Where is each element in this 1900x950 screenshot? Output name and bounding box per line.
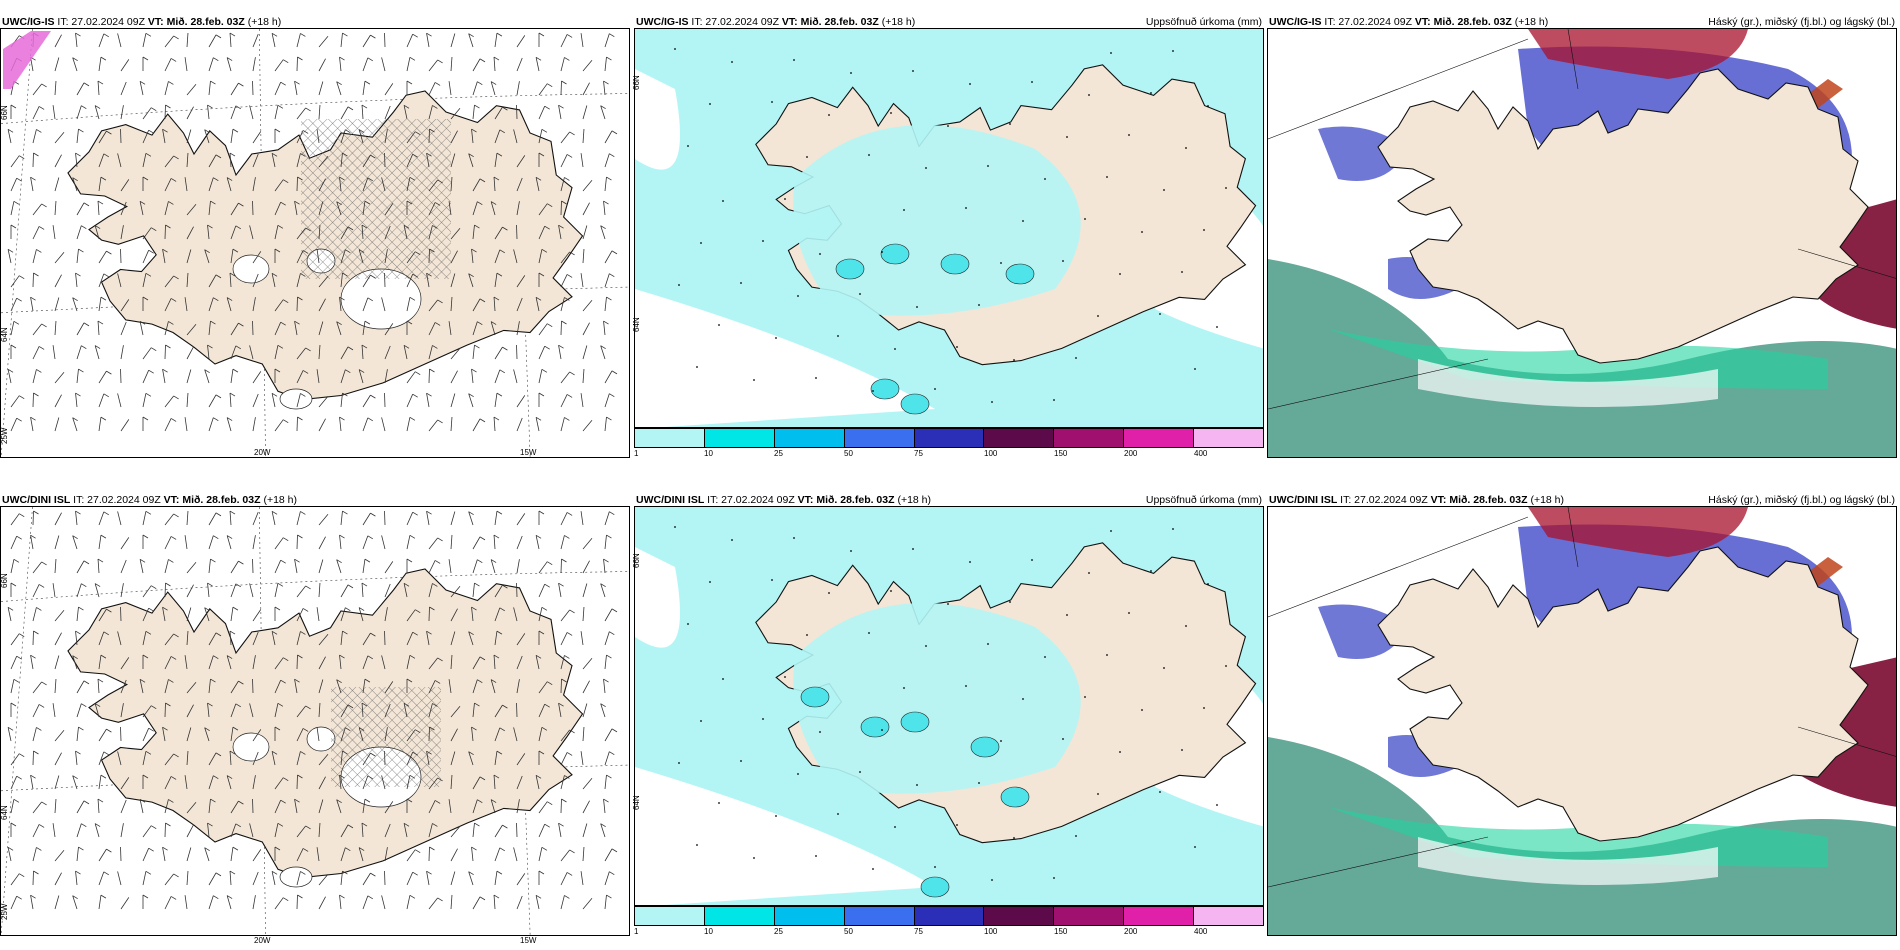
panel-field-title: Uppsöfnuð úrkoma (mm)	[1145, 16, 1262, 28]
colorbar-bin	[914, 429, 985, 447]
cloud-field	[1268, 507, 1896, 935]
lon-label-25: 25W	[0, 427, 9, 444]
lon-label-20: 20W	[254, 936, 271, 945]
cloud-map	[1267, 506, 1897, 936]
colorbar-tick-label: 25	[774, 927, 783, 936]
colorbar-bin	[984, 907, 1055, 925]
panel-field-title: Háský (gr.), miðský (fj.bl.) og lágský (…	[1708, 494, 1895, 506]
colorbar-bin	[1124, 907, 1195, 925]
colorbar-ticks: 1 10 25 50 75 100 150 200 400	[634, 449, 1264, 459]
panel-bot-right: UWC/DINI ISL IT: 27.02.2024 09Z VT: Mið.…	[1267, 490, 1897, 936]
wind-barb-field	[1, 29, 629, 457]
colorbar-bin	[1054, 429, 1125, 447]
wind-map	[0, 506, 630, 936]
colorbar-tick-label: 25	[774, 449, 783, 458]
wind-barb-field	[1, 507, 629, 935]
colorbar-tick-label: 150	[1054, 449, 1068, 458]
colorbar-bin	[984, 429, 1055, 447]
colorbar-tick-label: 75	[914, 927, 923, 936]
lon-label-25: 25W	[0, 903, 9, 920]
colorbar-bin	[914, 907, 985, 925]
colorbar-tick-label: 10	[704, 449, 713, 458]
lon-label-15: 15W	[520, 448, 537, 457]
colorbar-bin	[704, 429, 775, 447]
lat-label-66: 66N	[632, 553, 641, 568]
colorbar-bin	[844, 429, 915, 447]
colorbar-tick-label: 100	[984, 927, 998, 936]
colorbar-tick-label: 150	[1054, 927, 1068, 936]
precip-field	[635, 29, 1263, 427]
lat-label-66: 66N	[0, 105, 9, 120]
colorbar-tick-label: 200	[1124, 927, 1138, 936]
lon-label-15: 15W	[520, 936, 537, 945]
precip-colorbar	[634, 906, 1264, 926]
colorbar-bin	[1054, 907, 1125, 925]
colorbar-tick-label: 50	[844, 927, 853, 936]
colorbar-tick-label: 200	[1124, 449, 1138, 458]
colorbar-tick-label: 50	[844, 449, 853, 458]
panel-title: UWC/IG-IS IT: 27.02.2024 09Z VT: Mið. 28…	[636, 16, 916, 28]
colorbar-bin	[1194, 429, 1264, 447]
lat-label-66: 66N	[0, 573, 9, 588]
cloud-map	[1267, 28, 1897, 458]
precip-map	[634, 28, 1264, 428]
colorbar-bin	[635, 907, 705, 925]
panel-title: UWC/IG-IS IT: 27.02.2024 09Z VT: Mið. 28…	[2, 16, 282, 28]
panel-field-title: Háský (gr.), miðský (fj.bl.) og lágský (…	[1708, 16, 1895, 28]
panel-bot-mid: UWC/DINI ISL IT: 27.02.2024 09Z VT: Mið.…	[632, 490, 1264, 937]
precip-field	[635, 507, 1263, 905]
colorbar-tick-label: 400	[1194, 449, 1208, 458]
colorbar-bin	[635, 429, 705, 447]
panel-title: UWC/DINI ISL IT: 27.02.2024 09Z VT: Mið.…	[2, 494, 298, 506]
colorbar-tick-label: 10	[704, 927, 713, 936]
panel-field-title: Uppsöfnuð úrkoma (mm)	[1145, 494, 1262, 506]
lat-label-64: 64N	[632, 317, 641, 332]
precip-colorbar	[634, 428, 1264, 448]
lat-label-64: 64N	[0, 805, 9, 820]
lat-label-64: 64N	[0, 327, 9, 342]
colorbar-bin	[1194, 907, 1264, 925]
lat-label-66: 66N	[632, 75, 641, 90]
panel-top-right: UWC/IG-IS IT: 27.02.2024 09Z VT: Mið. 28…	[1267, 12, 1897, 458]
colorbar-tick-label: 1	[634, 927, 639, 936]
wind-map	[0, 28, 630, 458]
lon-label-20: 20W	[254, 448, 271, 457]
panel-bot-left: UWC/DINI ISL IT: 27.02.2024 09Z VT: Mið.…	[0, 490, 630, 945]
panel-title: UWC/DINI ISL IT: 27.02.2024 09Z VT: Mið.…	[1269, 494, 1565, 506]
precip-map	[634, 506, 1264, 906]
colorbar-bin	[704, 907, 775, 925]
colorbar-bin	[774, 907, 845, 925]
cloud-field	[1268, 29, 1896, 457]
colorbar-ticks: 1 10 25 50 75 100 150 200 400	[634, 927, 1264, 937]
colorbar-bin	[1124, 429, 1195, 447]
panel-top-mid: UWC/IG-IS IT: 27.02.2024 09Z VT: Mið. 28…	[632, 12, 1264, 459]
colorbar-bin	[774, 429, 845, 447]
colorbar-tick-label: 75	[914, 449, 923, 458]
panel-title: UWC/DINI ISL IT: 27.02.2024 09Z VT: Mið.…	[636, 494, 932, 506]
panel-top-left: UWC/IG-IS IT: 27.02.2024 09Z VT: Mið. 28…	[0, 12, 630, 458]
panel-title: UWC/IG-IS IT: 27.02.2024 09Z VT: Mið. 28…	[1269, 16, 1549, 28]
colorbar-tick-label: 400	[1194, 927, 1208, 936]
colorbar-tick-label: 1	[634, 449, 639, 458]
lat-label-64: 64N	[632, 795, 641, 810]
colorbar-tick-label: 100	[984, 449, 998, 458]
colorbar-bin	[844, 907, 915, 925]
